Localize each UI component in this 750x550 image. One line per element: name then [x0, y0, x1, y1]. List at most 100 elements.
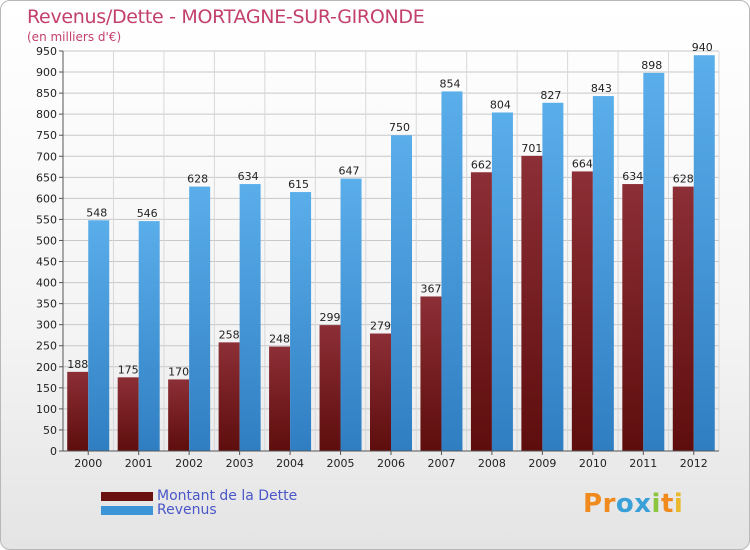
y-tick-label: 900: [36, 66, 57, 79]
y-tick-label: 550: [36, 213, 57, 226]
bar-revenus: [491, 112, 513, 451]
data-label: 940: [692, 41, 713, 54]
x-tick-label: 2010: [579, 457, 607, 470]
data-label: 854: [439, 77, 460, 90]
bar-revenus: [340, 178, 362, 451]
legend-item-revenus: Revenus: [101, 502, 217, 518]
bar-dette: [319, 325, 341, 451]
data-label: 628: [187, 173, 208, 186]
data-label: 843: [591, 82, 612, 95]
data-label: 170: [168, 365, 189, 378]
logo-letter: i: [651, 489, 661, 519]
legend-label-dette: Montant de la Dette: [157, 488, 298, 504]
bar-revenus: [693, 55, 715, 452]
y-tick-label: 950: [36, 45, 57, 58]
data-label: 299: [320, 311, 341, 324]
y-tick-label: 50: [43, 424, 57, 437]
logo-letter: t: [660, 489, 674, 519]
y-tick-label: 600: [36, 192, 57, 205]
y-tick-label: 100: [36, 403, 57, 416]
proxiti-logo: Proxiti: [583, 489, 683, 519]
bar-dette: [672, 186, 694, 451]
logo-letter: x: [634, 489, 652, 519]
y-tick-label: 850: [36, 87, 57, 100]
y-tick-label: 150: [36, 382, 57, 395]
data-label: 634: [238, 170, 259, 183]
y-tick-label: 700: [36, 150, 57, 163]
legend-swatch-revenus: [101, 505, 153, 515]
data-label: 367: [420, 282, 441, 295]
data-label: 662: [471, 158, 492, 171]
y-tick-label: 800: [36, 108, 57, 121]
bar-revenus: [592, 96, 614, 451]
bar-revenus: [88, 220, 110, 451]
y-tick-label: 450: [36, 256, 57, 269]
bar-revenus: [189, 186, 211, 451]
x-tick-label: 2007: [427, 457, 455, 470]
bar-revenus: [290, 192, 312, 452]
data-label: 279: [370, 320, 391, 333]
x-tick-label: 2002: [175, 457, 203, 470]
bar-dette: [117, 377, 139, 451]
x-tick-label: 2005: [327, 457, 355, 470]
logo-letter: r: [602, 489, 616, 519]
bar-dette: [67, 371, 89, 451]
data-label: 546: [137, 207, 158, 220]
data-label: 258: [219, 328, 240, 341]
data-label: 548: [86, 206, 107, 219]
data-label: 827: [540, 89, 561, 102]
y-tick-label: 250: [36, 340, 57, 353]
logo-letter: P: [583, 489, 603, 519]
data-label: 647: [339, 165, 360, 178]
y-tick-label: 500: [36, 234, 57, 247]
data-label: 804: [490, 98, 511, 111]
y-tick-label: 750: [36, 129, 57, 142]
bar-revenus: [239, 184, 261, 452]
bar-dette: [420, 296, 442, 451]
chart-title: Revenus/Dette - MORTAGNE-SUR-GIRONDE: [27, 6, 425, 28]
bar-dette: [571, 171, 593, 451]
x-tick-label: 2000: [74, 457, 102, 470]
data-label: 634: [622, 170, 643, 183]
data-label: 701: [521, 142, 542, 155]
y-tick-label: 300: [36, 319, 57, 332]
data-label: 175: [118, 363, 139, 376]
bar-revenus: [441, 91, 463, 451]
bar-dette: [168, 379, 190, 451]
legend-item-dette: Montant de la Dette: [101, 488, 297, 504]
data-label: 615: [288, 178, 309, 191]
data-label: 248: [269, 333, 290, 346]
bar-dette: [521, 155, 543, 451]
x-tick-label: 2011: [629, 457, 657, 470]
data-label: 750: [389, 121, 410, 134]
bar-dette: [218, 342, 240, 451]
y-tick-label: 400: [36, 277, 57, 290]
logo-letter: i: [673, 489, 684, 519]
data-label: 628: [673, 173, 694, 186]
chart-subtitle: (en milliers d'€): [27, 30, 122, 44]
legend-label-revenus: Revenus: [157, 502, 217, 518]
data-label: 664: [572, 157, 593, 170]
x-tick-label: 2006: [377, 457, 405, 470]
bar-revenus: [643, 72, 665, 451]
x-tick-label: 2009: [528, 457, 556, 470]
data-label: 188: [67, 358, 88, 371]
bar-revenus: [542, 102, 564, 451]
x-tick-label: 2001: [125, 457, 153, 470]
x-tick-label: 2004: [276, 457, 304, 470]
y-tick-label: 650: [36, 171, 57, 184]
bar-revenus: [138, 221, 160, 451]
x-tick-label: 2008: [478, 457, 506, 470]
y-tick-label: 200: [36, 361, 57, 374]
data-label: 898: [641, 59, 662, 72]
legend-swatch-dette: [101, 491, 153, 501]
x-tick-label: 2003: [226, 457, 254, 470]
bar-dette: [370, 333, 391, 451]
y-tick-label: 350: [36, 298, 57, 311]
bar-dette: [470, 172, 492, 451]
logo-letter: o: [615, 489, 635, 519]
x-tick-label: 2012: [680, 457, 708, 470]
bar-dette: [269, 346, 291, 451]
